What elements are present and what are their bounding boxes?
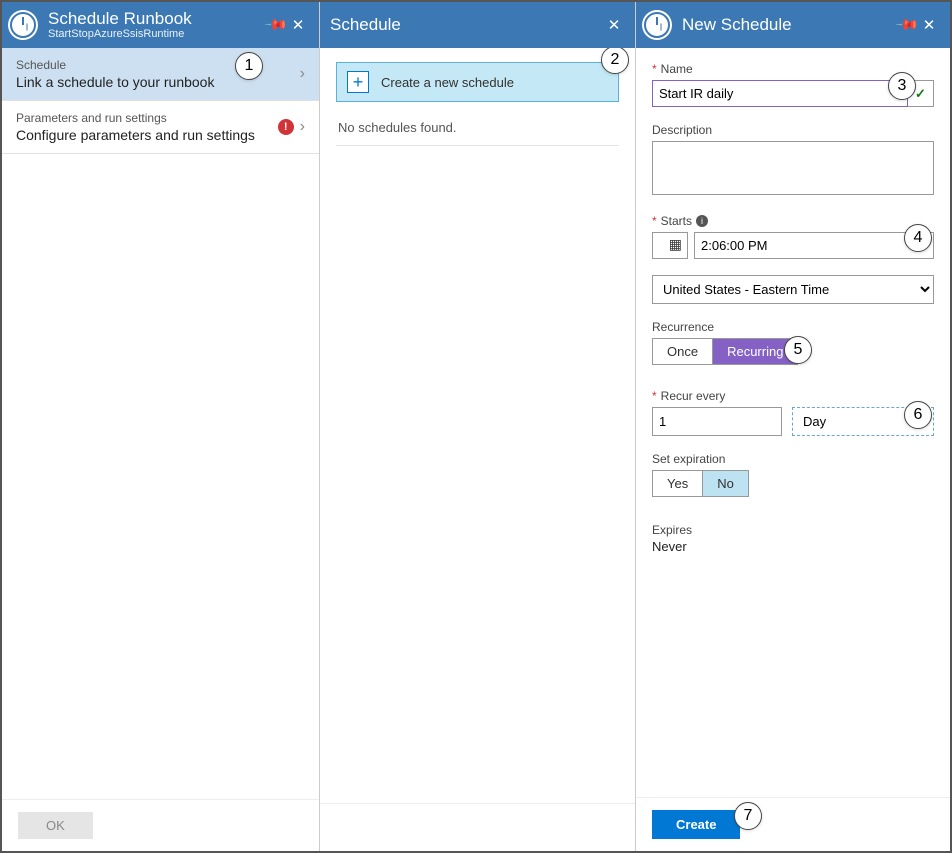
callout-2: 2: [601, 48, 629, 74]
panel1-header: Schedule Runbook StartStopAzureSsisRunti…: [2, 2, 319, 48]
timezone-select[interactable]: United States - Eastern Time: [652, 275, 934, 304]
panel2-header: Schedule ✕: [320, 2, 635, 48]
callout-7: 7: [734, 802, 762, 830]
close-button[interactable]: ✕: [287, 16, 309, 34]
panel1-title: Schedule Runbook: [48, 10, 192, 29]
new-schedule-panel: New Schedule 📌 ✕ *Name ✓ 3 Description: [636, 2, 950, 851]
clock-icon: [8, 10, 38, 40]
no-schedules-text: No schedules found.: [336, 116, 619, 146]
pin-button[interactable]: 📌: [265, 16, 287, 34]
create-schedule-label: Create a new schedule: [381, 75, 514, 90]
calendar-icon[interactable]: ▦: [669, 236, 682, 253]
create-schedule-button[interactable]: + Create a new schedule 2: [336, 62, 619, 102]
start-time-input[interactable]: [694, 232, 934, 259]
expires-label: Expires: [652, 523, 934, 537]
info-icon[interactable]: i: [696, 215, 708, 227]
recurrence-once[interactable]: Once: [653, 339, 712, 364]
chevron-right-icon: ›: [300, 65, 305, 83]
expiration-label: Set expiration: [652, 452, 725, 466]
recur-count-input[interactable]: [652, 407, 782, 436]
panel1-subtitle: StartStopAzureSsisRuntime: [48, 28, 192, 40]
recurrence-label: Recurrence: [652, 320, 714, 334]
expiration-toggle: Yes No: [652, 470, 749, 497]
expiration-no[interactable]: No: [702, 471, 748, 496]
pin-button[interactable]: 📌: [896, 16, 918, 34]
error-icon: !: [278, 119, 294, 135]
panel3-header: New Schedule 📌 ✕: [636, 2, 950, 48]
panel3-title: New Schedule: [682, 16, 792, 35]
description-input[interactable]: [652, 141, 934, 195]
step-label: Parameters and run settings: [16, 111, 278, 125]
panel1-footer: OK: [2, 799, 319, 851]
recur-every-label: Recur every: [661, 389, 726, 403]
clock-icon: [642, 10, 672, 40]
schedule-step[interactable]: Schedule Link a schedule to your runbook…: [2, 48, 319, 101]
name-label: Name: [661, 62, 693, 76]
schedule-panel: Schedule ✕ + Create a new schedule 2 No …: [320, 2, 636, 851]
parameters-step[interactable]: Parameters and run settings Configure pa…: [2, 101, 319, 154]
callout-1: 1: [235, 52, 263, 80]
callout-4: 4: [904, 224, 932, 252]
name-input[interactable]: [652, 80, 908, 107]
create-button[interactable]: Create: [652, 810, 740, 839]
expiration-yes[interactable]: Yes: [653, 471, 702, 496]
description-label: Description: [652, 123, 712, 137]
callout-5: 5: [784, 336, 812, 364]
callout-3: 3: [888, 72, 916, 100]
close-button[interactable]: ✕: [918, 16, 940, 34]
step-value: Configure parameters and run settings: [16, 127, 278, 143]
ok-button[interactable]: OK: [18, 812, 93, 839]
expires-value: Never: [652, 539, 934, 554]
schedule-runbook-panel: Schedule Runbook StartStopAzureSsisRunti…: [2, 2, 320, 851]
callout-6: 6: [904, 401, 932, 429]
panel2-title: Schedule: [330, 16, 401, 35]
chevron-right-icon: ›: [300, 118, 305, 136]
starts-label: Starts: [661, 214, 692, 228]
close-button[interactable]: ✕: [603, 16, 625, 34]
recurrence-toggle: Once Recurring: [652, 338, 798, 365]
plus-icon: +: [347, 71, 369, 93]
